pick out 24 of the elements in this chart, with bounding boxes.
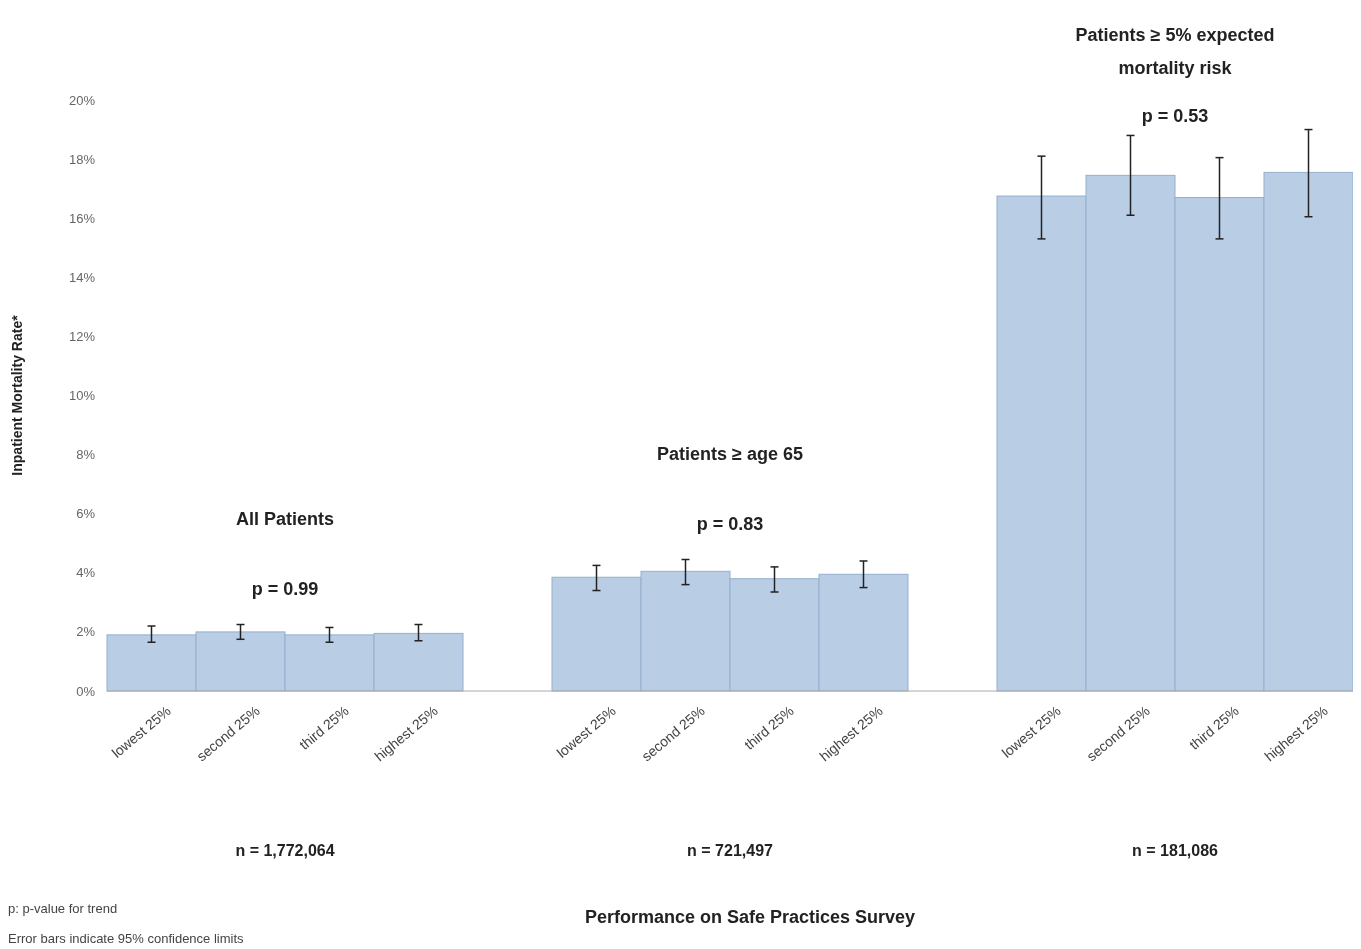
y-tick-label: 12% bbox=[68, 328, 96, 344]
y-tick-label: 0% bbox=[76, 683, 96, 699]
text: Patients ≥ 5% expected mortality risk bbox=[1075, 25, 1275, 78]
annotation: p = 0.53 bbox=[1141, 105, 1209, 126]
text: n = 181,086 bbox=[1132, 842, 1219, 859]
y-tick-label: 8% bbox=[76, 447, 96, 463]
annotation: p = 0.99 bbox=[251, 578, 319, 599]
y-tick-label: 20% bbox=[68, 92, 96, 108]
y-tick-label: 6% bbox=[76, 506, 96, 522]
text: n = 721,497 bbox=[687, 842, 774, 859]
annotation: p = 0.83 bbox=[696, 513, 764, 534]
text: p: p-value for trend bbox=[8, 901, 118, 916]
text: Performance on Safe Practices Survey bbox=[584, 907, 916, 927]
y-tick-label: 2% bbox=[76, 624, 96, 640]
y-tick-label: 10% bbox=[68, 388, 96, 404]
text: Error bars indicate 95% confidence limits bbox=[8, 931, 245, 946]
y-tick-label: 14% bbox=[68, 269, 96, 285]
y-tick-label: 16% bbox=[68, 210, 96, 226]
text: n = 1,772,064 bbox=[235, 842, 335, 859]
y-axis-title: Inpatient Mortality Rate* bbox=[9, 314, 25, 476]
annotation: All Patients bbox=[235, 508, 335, 529]
y-tick-label: 18% bbox=[68, 151, 96, 167]
annotation: Patients ≥ age 65 bbox=[657, 443, 803, 464]
y-tick-label: 4% bbox=[76, 565, 96, 581]
